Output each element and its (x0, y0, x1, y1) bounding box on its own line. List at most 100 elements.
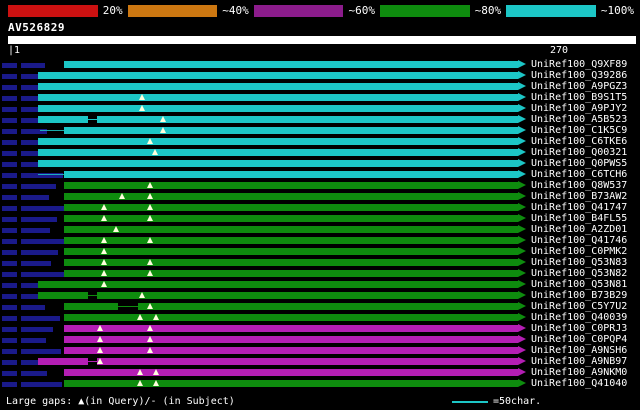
subject-desc-text (21, 327, 53, 332)
subject-desc-text (2, 151, 17, 156)
hit-id-link[interactable]: UniRef100_A9NSH6 (531, 345, 628, 356)
alignment-arrowhead-icon (518, 324, 526, 332)
subject-desc-text (2, 107, 17, 112)
alignment-bar[interactable] (64, 259, 518, 266)
alignment-bar[interactable] (64, 325, 518, 332)
alignment-arrowhead-icon (518, 181, 526, 189)
hit-id-link[interactable]: UniRef100_Q8W537 (531, 180, 628, 191)
identity-scale-bar: 20% ~40% ~60% ~80% ~100% (8, 3, 636, 18)
alignment-bar[interactable] (38, 358, 518, 365)
query-gap-triangle-icon (101, 215, 107, 221)
alignment-bar[interactable] (64, 237, 518, 244)
subject-desc-text (21, 217, 57, 222)
hit-id-link[interactable]: UniRef100_Q41747 (531, 202, 628, 213)
hit-id-link[interactable]: UniRef100_Q53N81 (531, 279, 628, 290)
alignment-arrowhead-icon (518, 93, 526, 101)
alignment-bar[interactable] (64, 336, 518, 343)
query-gap-triangle-icon (137, 314, 143, 320)
query-gap-triangle-icon (97, 358, 103, 364)
subject-desc-text (2, 184, 17, 189)
hit-id-link[interactable]: UniRef100_A5B523 (531, 114, 628, 125)
alignment-bar[interactable] (38, 72, 518, 79)
subject-desc-text (2, 129, 17, 134)
hit-id-link[interactable]: UniRef100_C0PMK2 (531, 246, 628, 257)
alignment-row: UniRef100_C1K5C9 (0, 125, 640, 136)
hit-id-link[interactable]: UniRef100_A9NKM0 (531, 367, 628, 378)
query-gap-triangle-icon (101, 237, 107, 243)
hit-id-link[interactable]: UniRef100_Q00321 (531, 147, 628, 158)
hit-id-link[interactable]: UniRef100_A9PGZ3 (531, 81, 628, 92)
hit-id-link[interactable]: UniRef100_C0PRJ3 (531, 323, 628, 334)
hit-id-link[interactable]: UniRef100_A2ZD01 (531, 224, 628, 235)
query-gap-triangle-icon (160, 116, 166, 122)
query-gap-triangle-icon (139, 292, 145, 298)
hit-id-link[interactable]: UniRef100_B4FL55 (531, 213, 628, 224)
alignment-bar[interactable] (38, 116, 518, 123)
alignment-tail-line (40, 130, 64, 131)
hit-id-link[interactable]: UniRef100_B9S1T5 (531, 92, 628, 103)
query-gap-triangle-icon (101, 281, 107, 287)
alignment-bar[interactable] (38, 138, 518, 145)
alignment-bar[interactable] (64, 204, 518, 211)
alignment-arrowhead-icon (518, 247, 526, 255)
hit-id-link[interactable]: UniRef100_B73AW2 (531, 191, 628, 202)
alignment-bar[interactable] (64, 314, 518, 321)
subject-desc-text (2, 195, 17, 200)
alignment-bar[interactable] (64, 61, 518, 68)
query-gap-triangle-icon (137, 369, 143, 375)
hit-id-link[interactable]: UniRef100_C5Y7U2 (531, 301, 628, 312)
alignment-bar[interactable] (38, 105, 518, 112)
scale-label: ~60% (348, 4, 375, 17)
subject-desc-text (21, 382, 62, 387)
hit-id-link[interactable]: UniRef100_Q9XF89 (531, 59, 628, 70)
hit-id-link[interactable]: UniRef100_C0PQP4 (531, 334, 628, 345)
alignment-bar[interactable] (64, 248, 518, 255)
alignment-bar[interactable] (64, 270, 518, 277)
hit-id-link[interactable]: UniRef100_C6TKE6 (531, 136, 628, 147)
alignment-bar[interactable] (64, 380, 518, 387)
alignment-tail-line (38, 174, 64, 175)
subject-desc-text (21, 173, 63, 178)
alignment-arrowhead-icon (518, 291, 526, 299)
alignment-row: UniRef100_B4FL55 (0, 213, 640, 224)
query-gap-triangle-icon (147, 336, 153, 342)
alignment-bar[interactable] (64, 347, 518, 354)
hit-id-link[interactable]: UniRef100_A9PJY2 (531, 103, 628, 114)
alignment-row: UniRef100_Q41747 (0, 202, 640, 213)
hit-id-link[interactable]: UniRef100_B73B29 (531, 290, 628, 301)
query-gap-triangle-icon (97, 347, 103, 353)
hit-id-link[interactable]: UniRef100_Q53N82 (531, 268, 628, 279)
alignment-bar[interactable] (64, 193, 518, 200)
hit-id-link[interactable]: UniRef100_Q0PWS5 (531, 158, 628, 169)
alignment-bar[interactable] (64, 226, 518, 233)
alignment-bar[interactable] (64, 215, 518, 222)
hit-id-link[interactable]: UniRef100_Q41746 (531, 235, 628, 246)
alignment-bar[interactable] (64, 182, 518, 189)
alignment-bar[interactable] (38, 281, 518, 288)
scale-color-block (8, 4, 98, 17)
hit-id-link[interactable]: UniRef100_Q41040 (531, 378, 628, 389)
alignment-arrowhead-icon (518, 104, 526, 112)
alignment-row: UniRef100_Q39286 (0, 70, 640, 81)
subject-desc-text (2, 228, 17, 233)
hit-id-link[interactable]: UniRef100_Q40039 (531, 312, 628, 323)
subject-desc-text (2, 305, 17, 310)
hit-id-link[interactable]: UniRef100_A9NB97 (531, 356, 628, 367)
subject-desc-text (2, 173, 17, 178)
hit-id-link[interactable]: UniRef100_Q53N83 (531, 257, 628, 268)
hit-id-link[interactable]: UniRef100_Q39286 (531, 70, 628, 81)
alignment-bar[interactable] (38, 94, 518, 101)
alignment-bar[interactable] (38, 149, 518, 156)
alignment-bar[interactable] (38, 292, 518, 299)
alignment-bar[interactable] (64, 127, 518, 134)
alignment-bar[interactable] (64, 303, 518, 310)
alignment-bar[interactable] (38, 160, 518, 167)
alignment-row: UniRef100_A9NKM0 (0, 367, 640, 378)
alignment-arrowhead-icon (518, 82, 526, 90)
hit-id-link[interactable]: UniRef100_C1K5C9 (531, 125, 628, 136)
alignment-bar[interactable] (38, 83, 518, 90)
alignment-bar[interactable] (64, 171, 518, 178)
hit-id-link[interactable]: UniRef100_C6TCH6 (531, 169, 628, 180)
alignment-bar[interactable] (64, 369, 518, 376)
